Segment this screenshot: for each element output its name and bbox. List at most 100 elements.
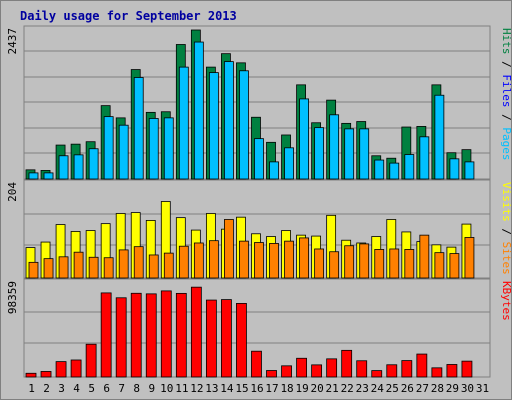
bar-files (239, 70, 249, 180)
bar-files (314, 127, 325, 180)
xtick-label: 6 (103, 382, 110, 395)
bar-kbytes (130, 292, 142, 378)
bar-files (464, 161, 475, 180)
bar-files (133, 77, 144, 180)
bar-files (163, 117, 174, 180)
bar-files (419, 136, 430, 180)
bar-sites (254, 242, 264, 279)
bar-kbytes (251, 350, 262, 378)
xtick-label: 21 (326, 382, 339, 395)
bar-kbytes (236, 303, 247, 378)
bar-kbytes (416, 353, 428, 378)
bar-sites (419, 234, 430, 279)
bar-kbytes (100, 292, 112, 378)
xtick-label: 13 (205, 382, 218, 395)
bar-files (359, 128, 370, 180)
bar-files (434, 94, 445, 180)
bar-files (329, 114, 340, 180)
ytick-kbytes: 98359 (6, 281, 19, 314)
bar-kbytes (70, 359, 82, 378)
bar-kbytes (446, 364, 458, 378)
bar-kbytes (175, 292, 187, 378)
xtick-label: 24 (371, 382, 385, 395)
xtick-label: 17 (265, 382, 278, 395)
legend-entry: Files (500, 74, 512, 107)
bar-sites (374, 249, 385, 279)
xtick-label: 7 (118, 382, 125, 395)
bar-files (254, 138, 264, 180)
xtick-label: 31 (476, 382, 489, 395)
xtick-label: 22 (341, 382, 354, 395)
bar-files (178, 66, 189, 180)
bar-sites (103, 257, 114, 279)
bar-kbytes (190, 286, 202, 378)
xtick-label: 20 (311, 382, 324, 395)
bar-sites (73, 251, 84, 279)
bar-sites (28, 261, 39, 279)
xtick-label: 16 (250, 382, 263, 395)
xtick-label: 3 (58, 382, 65, 395)
bar-sites (434, 252, 445, 279)
bar-sites (329, 251, 340, 279)
bar-sites (239, 240, 249, 279)
bar-files (58, 155, 69, 180)
bar-kbytes (296, 357, 307, 378)
bar-kbytes (401, 360, 413, 378)
bar-sites (118, 249, 129, 279)
bar-sites (314, 248, 325, 279)
xtick-label: 10 (160, 382, 173, 395)
legend-hits: Hits / Files / Pages (500, 28, 512, 161)
xtick-label: 28 (431, 382, 444, 395)
xtick-label: 18 (280, 382, 293, 395)
legend-visits: Visits / Sites (500, 182, 512, 275)
xtick-label: 2 (43, 382, 50, 395)
bar-files (103, 116, 114, 180)
bar-sites (464, 237, 475, 279)
bar-files (148, 118, 159, 180)
bar-kbytes (386, 364, 398, 378)
bar-files (389, 162, 400, 180)
bar-files (118, 124, 129, 180)
bar-kbytes (341, 349, 353, 378)
ytick-hits: 2437 (6, 28, 19, 55)
bar-files (269, 161, 279, 180)
legend-entry: / (500, 108, 512, 128)
xtick-label: 1 (28, 382, 35, 395)
xtick-label: 12 (190, 382, 203, 395)
xtick-label: 14 (220, 382, 234, 395)
bar-sites (148, 254, 159, 279)
xtick-label: 30 (461, 382, 474, 395)
bar-sites (133, 246, 144, 279)
bar-kbytes (461, 360, 473, 378)
bar-files (224, 61, 234, 180)
xtick-label: 27 (416, 382, 429, 395)
bar-files (299, 98, 309, 180)
bar-files (449, 158, 460, 180)
bar-sites (269, 243, 279, 279)
xtick-label: 23 (356, 382, 369, 395)
bar-kbytes (55, 361, 67, 378)
bar-sites (58, 256, 69, 279)
xtick-label: 4 (73, 382, 80, 395)
ytick-visits: 204 (6, 182, 19, 202)
xtick-label: 29 (446, 382, 459, 395)
bar-kbytes (145, 293, 157, 378)
bar-sites (359, 243, 370, 279)
xtick-label: 11 (175, 382, 188, 395)
bar-sites (404, 249, 415, 279)
legend-entry: KBytes (500, 281, 512, 321)
legend-kbytes: KBytes (500, 281, 512, 321)
bar-kbytes (281, 365, 292, 378)
bar-kbytes (205, 299, 217, 378)
bar-kbytes (311, 364, 323, 378)
bar-sites (208, 240, 219, 279)
bar-files (88, 148, 99, 180)
bar-sites (299, 237, 309, 279)
bar-sites (163, 252, 174, 279)
bar-files (374, 159, 385, 180)
chart-title: Daily usage for September 2013 (20, 9, 237, 23)
bar-kbytes (85, 343, 97, 378)
legend-entry: Hits (500, 28, 512, 55)
legend-entry: Visits (500, 182, 512, 222)
